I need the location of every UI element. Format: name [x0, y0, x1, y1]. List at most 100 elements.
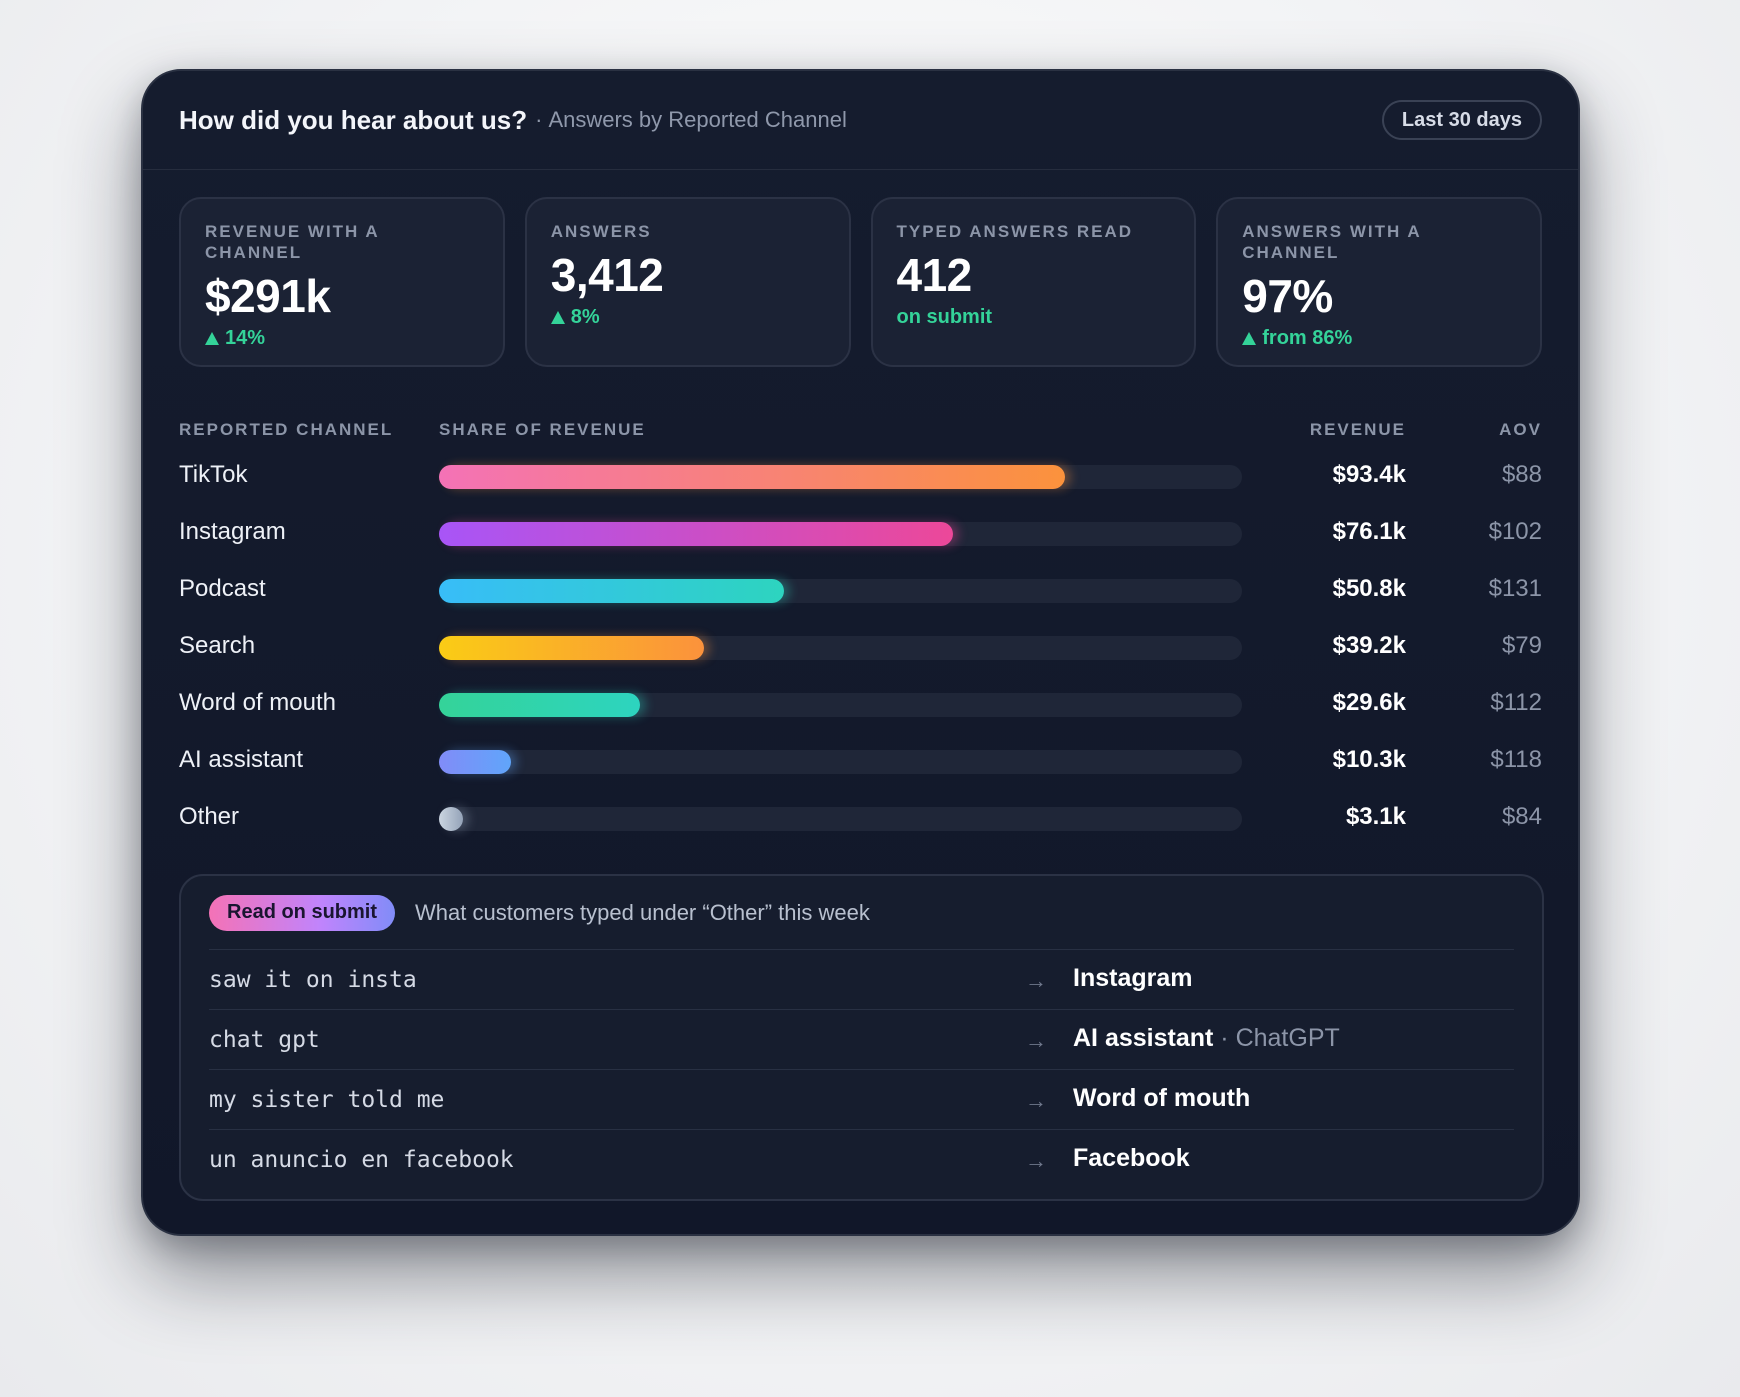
subtitle-text: Answers by Reported Channel: [548, 107, 847, 132]
channel-name: Podcast: [179, 575, 266, 602]
channel-row[interactable]: Search $39.2k $79: [179, 622, 1542, 679]
share-bar-fill: [439, 636, 704, 660]
share-bar-fill: [439, 693, 640, 717]
typed-answer-row[interactable]: saw it on insta → Instagram: [209, 950, 1514, 1010]
channel-aov: $131: [1488, 575, 1542, 602]
share-bar-track: [439, 522, 1242, 546]
card-title: How did you hear about us?: [179, 104, 528, 135]
channel-table-body: TikTok $93.4k $88 Instagram $76.1k $102 …: [179, 451, 1542, 850]
channel-name: TikTok: [179, 461, 248, 488]
stat-delta-text: 14%: [225, 327, 266, 349]
card-subtitle: · Answers by Reported Channel: [535, 107, 847, 133]
mapped-channel: Facebook: [1073, 1144, 1190, 1173]
typed-answer-text: chat gpt: [209, 1026, 320, 1053]
channel-row[interactable]: AI assistant $10.3k $118: [179, 736, 1542, 793]
stat-label: REVENUE WITH A CHANNEL: [205, 222, 380, 262]
share-bar-fill: [439, 522, 953, 546]
channel-aov: $118: [1490, 746, 1542, 773]
dashboard-card: How did you hear about us? · Answers by R…: [141, 69, 1580, 1236]
mapped-channel-name: Facebook: [1073, 1144, 1190, 1172]
channel-name: AI assistant: [179, 746, 304, 773]
channel-name: Instagram: [179, 518, 286, 545]
share-bar-fill: [439, 465, 1065, 489]
channel-revenue: $39.2k: [1332, 632, 1406, 659]
channel-name: Word of mouth: [179, 689, 336, 716]
stat-value: $291k: [205, 270, 331, 322]
channel-row[interactable]: Instagram $76.1k $102: [179, 508, 1542, 565]
mapped-channel: Word of mouth: [1073, 1084, 1250, 1113]
channel-revenue: $3.1k: [1345, 803, 1406, 830]
stat-label: ANSWERS: [550, 222, 652, 241]
typed-answer-text: un anuncio en facebook: [209, 1147, 514, 1173]
trend-up-icon: [205, 332, 219, 345]
arrow-right-icon: →: [1025, 1028, 1047, 1053]
typed-answer-row[interactable]: chat gpt → AI assistant · ChatGPT: [209, 1010, 1514, 1070]
channel-revenue: $93.4k: [1332, 461, 1406, 488]
panel-header: Read on submit What customers typed unde…: [209, 876, 1514, 950]
trend-up-icon: [550, 311, 565, 324]
stats-row: REVENUE WITH A CHANNEL $291k 14% ANSWERS…: [143, 170, 1578, 367]
channel-aov: $79: [1501, 632, 1542, 659]
channel-aov: $102: [1488, 518, 1542, 545]
channel-aov: $84: [1501, 803, 1542, 830]
channel-revenue: $10.3k: [1332, 746, 1406, 773]
subtitle-separator: ·: [535, 107, 543, 132]
stat-label: ANSWERS WITH A CHANNEL: [1242, 222, 1422, 262]
channel-row[interactable]: Word of mouth $29.6k $112: [179, 679, 1542, 736]
share-bar-fill: [439, 807, 463, 831]
channel-revenue: $29.6k: [1332, 689, 1406, 716]
stat-card-revenue-with-channel: REVENUE WITH A CHANNEL $291k 14%: [179, 197, 505, 367]
stat-delta: on submit: [897, 306, 1171, 329]
stat-delta: 8%: [550, 306, 825, 329]
stat-card-answers: ANSWERS 3,412 8%: [524, 197, 851, 367]
mapped-channel-detail: · ChatGPT: [1220, 1024, 1340, 1052]
channel-name: Search: [179, 632, 256, 659]
stat-card-answers-with-channel: ANSWERS WITH A CHANNEL 97% from 86%: [1216, 197, 1542, 367]
column-header-channel: REPORTED CHANNEL: [179, 420, 394, 439]
mapped-channel-name: Word of mouth: [1073, 1084, 1251, 1112]
typed-answers-panel: Read on submit What customers typed unde…: [179, 874, 1544, 1201]
trend-up-icon: [1242, 332, 1257, 345]
stat-value: 97%: [1242, 270, 1333, 322]
share-bar-track: [439, 750, 1242, 774]
channel-row[interactable]: TikTok $93.4k $88: [179, 451, 1542, 508]
mapped-channel-name: Instagram: [1073, 964, 1193, 992]
mapped-channel: Instagram: [1073, 964, 1192, 993]
card-header: How did you hear about us? · Answers by R…: [143, 71, 1578, 170]
share-bar-track: [439, 636, 1242, 660]
share-bar-fill: [439, 750, 511, 774]
channel-row[interactable]: Other $3.1k $84: [179, 793, 1542, 850]
share-bar-track: [439, 807, 1242, 831]
channel-aov: $112: [1490, 689, 1542, 716]
stat-delta: 14%: [205, 327, 479, 350]
typed-answer-text: my sister told me: [209, 1086, 445, 1113]
channel-revenue: $50.8k: [1332, 575, 1406, 602]
channel-revenue: $76.1k: [1332, 518, 1406, 545]
arrow-right-icon: →: [1025, 1148, 1047, 1173]
share-bar-track: [439, 465, 1242, 489]
column-header-revenue: REVENUE: [1309, 420, 1406, 439]
column-header-aov: AOV: [1499, 420, 1542, 439]
share-bar-track: [439, 579, 1242, 603]
arrow-right-icon: →: [1025, 968, 1047, 993]
stat-label: TYPED ANSWERS READ: [896, 222, 1134, 241]
channel-row[interactable]: Podcast $50.8k $131: [179, 565, 1542, 622]
stat-delta: from 86%: [1242, 327, 1516, 350]
typed-answer-row[interactable]: un anuncio en facebook → Facebook: [209, 1130, 1514, 1190]
column-header-share: SHARE OF REVENUE: [439, 420, 646, 439]
mapped-channel: AI assistant · ChatGPT: [1073, 1024, 1340, 1053]
stat-delta-text: 8%: [570, 306, 600, 328]
stat-delta-text: on submit: [896, 306, 993, 328]
channel-aov: $88: [1501, 461, 1542, 488]
arrow-right-icon: →: [1025, 1088, 1047, 1113]
typed-answer-row[interactable]: my sister told me → Word of mouth: [209, 1070, 1514, 1130]
stat-value: 412: [896, 249, 973, 301]
typed-answer-text: saw it on insta: [209, 966, 417, 993]
share-bar-fill: [439, 579, 784, 603]
panel-subtitle: What customers typed under “Other” this …: [415, 899, 870, 925]
mapped-channel-name: AI assistant: [1073, 1024, 1214, 1052]
stat-delta-text: from 86%: [1262, 327, 1353, 349]
stat-value: 3,412: [550, 249, 664, 301]
date-range-button[interactable]: Last 30 days: [1381, 100, 1542, 140]
channel-table-header: REPORTED CHANNEL SHARE OF REVENUE REVENU…: [179, 420, 1542, 444]
